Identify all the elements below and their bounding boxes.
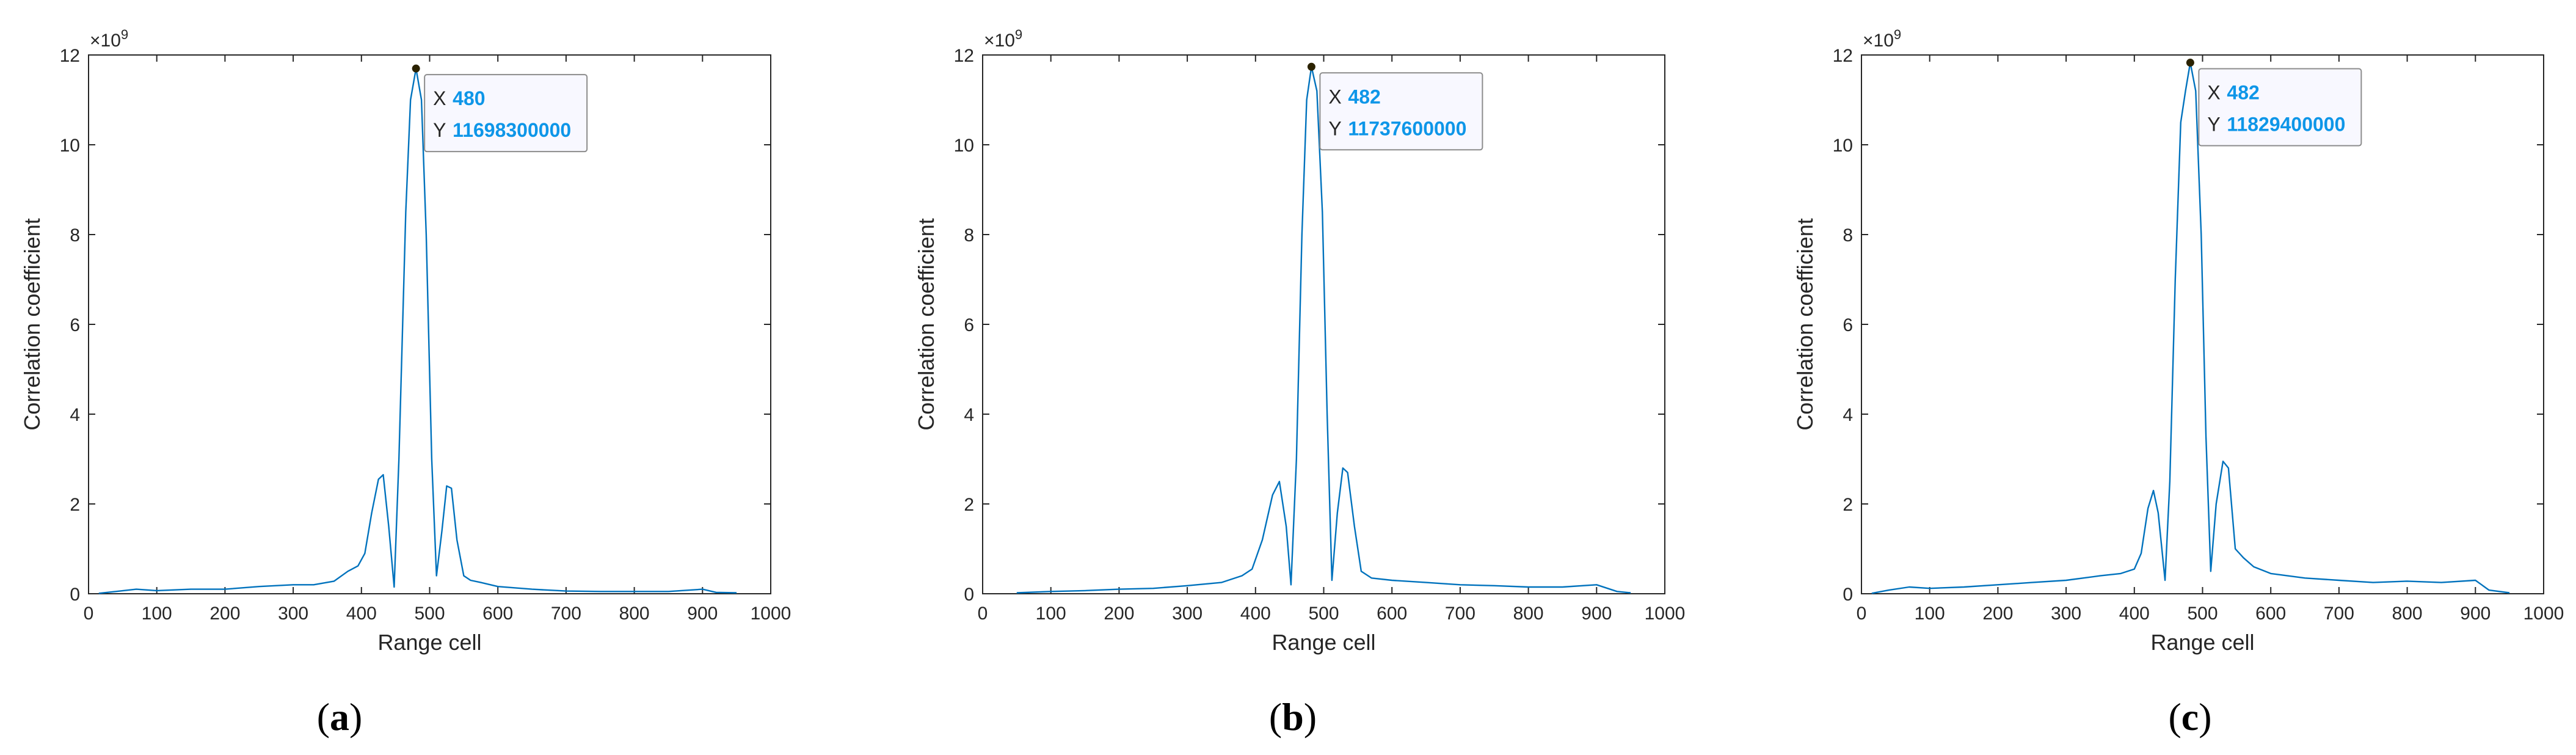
x-tick-label: 800 [1513,604,1544,624]
x-tick-label: 800 [2392,604,2423,624]
datatip-x-key: X [2207,82,2220,104]
x-tick-label: 200 [1982,604,2013,624]
datatip-box [1319,72,1483,151]
datatip-y-value: 11698300000 [453,119,571,141]
panel-label: (a) [317,695,363,739]
y-tick-label: 12 [954,46,974,66]
x-tick-label: 100 [142,604,172,624]
y-tick-label: 10 [60,136,80,156]
datatip[interactable]: X 480 Y 11698300000 [424,74,588,153]
datatip-marker[interactable] [412,64,420,73]
x-tick-label: 500 [2187,604,2218,624]
x-tick-label: 900 [687,604,718,624]
x-axis-label: Range cell [1272,630,1375,655]
y-tick-label: 2 [964,495,974,515]
y-tick-label: 8 [1843,225,1853,246]
y-tick-label: 2 [1843,495,1853,515]
datatip-marker[interactable] [2186,59,2194,67]
datatip-y-key: Y [2207,114,2220,136]
datatip-box [424,74,588,153]
y-tick-label: 6 [70,315,80,335]
y-axis-label: Correlation coefficient [914,218,939,431]
datatip[interactable]: X 482 Y 11829400000 [2198,68,2362,147]
y-exponent-label: ×109 [90,27,128,51]
panel-label: (b) [1269,695,1317,739]
y-tick-label: 6 [1843,315,1853,335]
y-exponent-label: ×109 [1863,27,1901,51]
y-tick-label: 0 [70,585,80,605]
x-tick-label: 0 [84,604,94,624]
x-tick-label: 500 [414,604,445,624]
x-tick-label: 400 [1240,604,1271,624]
y-tick-label: 0 [964,585,974,605]
y-tick-label: 12 [1833,46,1853,66]
x-tick-label: 600 [1377,604,1407,624]
y-tick-label: 10 [1833,136,1853,156]
y-tick-label: 4 [1843,405,1853,425]
panel-label: (c) [2168,695,2211,739]
datatip-marker[interactable] [1307,62,1315,71]
datatip-y-value: 11737600000 [1348,117,1466,139]
x-tick-label: 400 [346,604,377,624]
y-axis-label: Correlation coefficient [20,218,45,431]
datatip-x-value: 480 [453,87,485,109]
y-axis-label: Correlation coefficient [1792,218,1817,431]
x-tick-label: 400 [2119,604,2150,624]
datatip-x-value: 482 [1348,86,1380,108]
x-tick-label: 1000 [2523,604,2564,624]
x-tick-label: 0 [1857,604,1867,624]
x-tick-label: 900 [2460,604,2490,624]
y-tick-label: 4 [70,405,80,425]
datatip-y-key: Y [1328,117,1341,139]
chart-panel-c: 0 100 200 300 400 500 600 700 800 900 1000 0 2 4 6 8 10 1… [1792,27,2564,655]
x-axis-label: Range cell [377,630,481,655]
x-tick-label: 500 [1308,604,1339,624]
datatip-x-key: X [433,87,446,109]
y-tick-label: 2 [70,495,80,515]
x-tick-label: 700 [1445,604,1475,624]
chart-panel-b: 0 100 200 300 400 500 600 700 800 900 1000 0 2 4 6 8 10 1… [914,27,1685,655]
y-tick-label: 10 [954,136,974,156]
x-tick-label: 0 [978,604,988,624]
x-tick-label: 700 [551,604,581,624]
x-tick-label: 600 [2255,604,2286,624]
x-tick-label: 200 [1104,604,1134,624]
series-line [1016,66,1631,594]
datatip[interactable]: X 482 Y 11737600000 [1319,72,1483,151]
y-tick-label: 4 [964,405,974,425]
y-tick-label: 8 [70,225,80,246]
x-tick-label: 1000 [751,604,791,624]
x-tick-label: 700 [2324,604,2354,624]
y-tick-label: 8 [964,225,974,246]
x-tick-label: 900 [1581,604,1612,624]
datatip-box [2198,68,2362,147]
chart-panel-a: 0 100 200 300 400 500 600 700 800 900 1000 0 2 4 6 8 10 1… [20,27,791,655]
x-axis-label: Range cell [2150,630,2254,655]
datatip-x-value: 482 [2227,82,2259,104]
x-tick-label: 100 [1036,604,1066,624]
y-tick-label: 0 [1843,585,1853,605]
y-exponent-label: ×109 [984,27,1022,51]
x-tick-label: 200 [209,604,240,624]
datatip-x-key: X [1328,86,1341,108]
x-tick-label: 800 [619,604,650,624]
x-tick-label: 300 [278,604,308,624]
datatip-y-value: 11829400000 [2227,114,2345,136]
x-tick-label: 300 [1172,604,1202,624]
series-line [1871,62,2510,594]
x-tick-label: 300 [2051,604,2081,624]
y-tick-label: 12 [60,46,80,66]
x-tick-label: 600 [482,604,513,624]
y-tick-label: 6 [964,315,974,335]
series-line [98,67,737,594]
x-tick-label: 100 [1915,604,1945,624]
datatip-y-key: Y [433,119,446,141]
x-tick-label: 1000 [1645,604,1686,624]
